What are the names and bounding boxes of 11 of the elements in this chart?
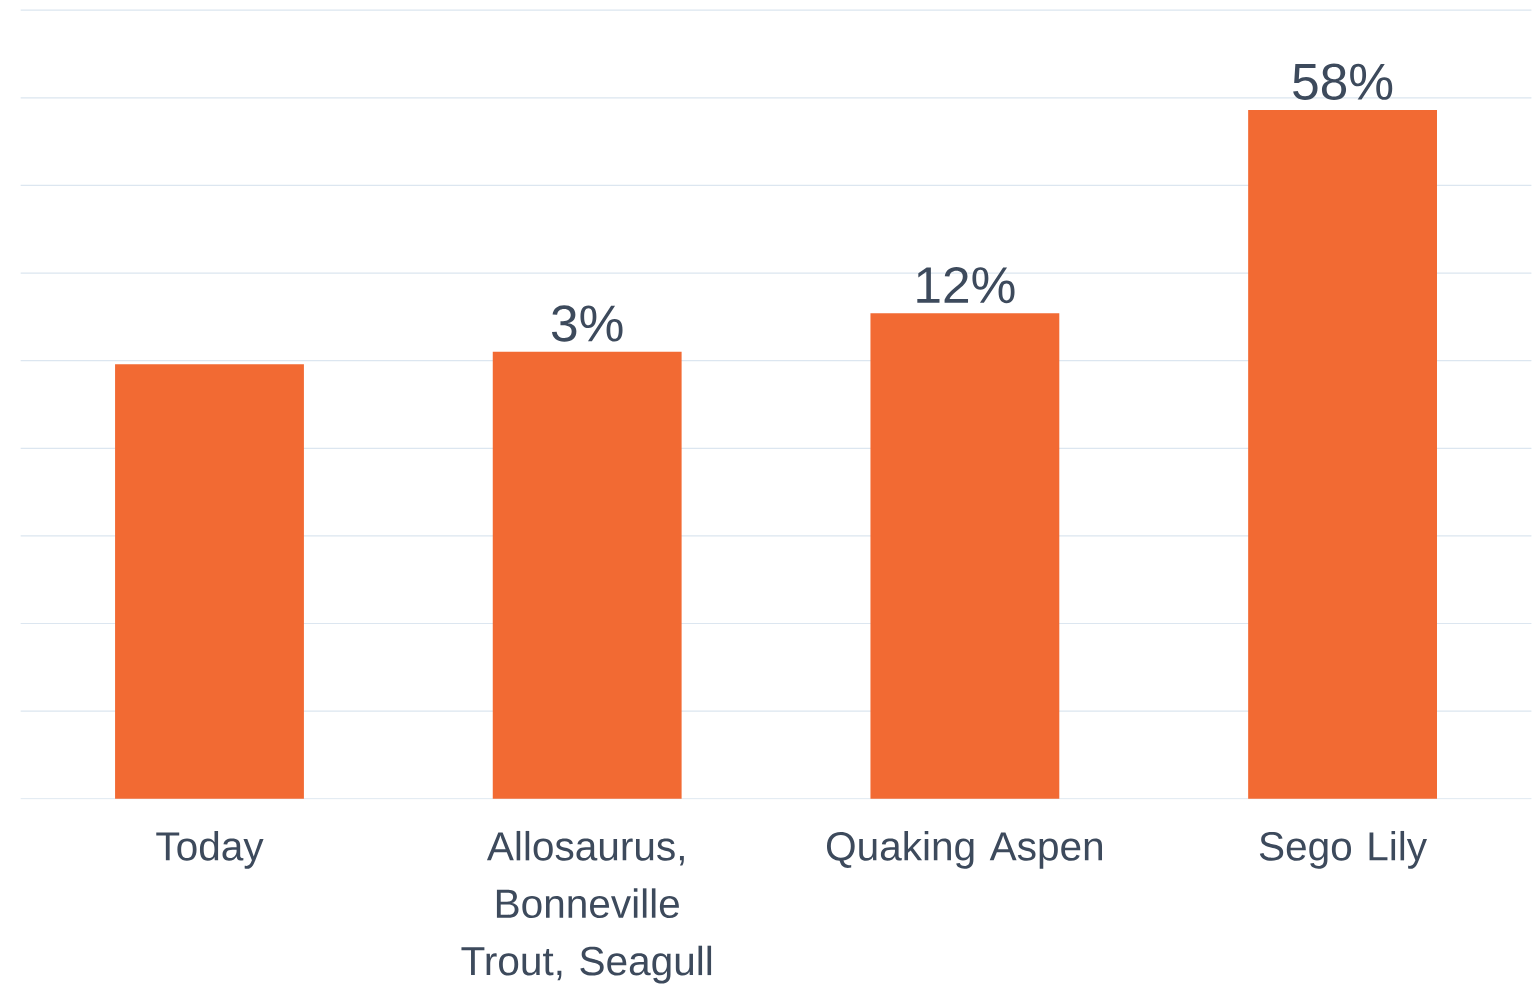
text: 58% — [1293, 63, 1393, 101]
x-tick-label: Quaking Aspen — [826, 831, 1103, 869]
bar — [115, 364, 304, 799]
annotation: 3% — [551, 305, 623, 342]
bar — [492, 351, 682, 799]
bar — [870, 313, 1060, 799]
x-tick-label: Today — [156, 831, 264, 869]
x-tick-label: Sego Lily — [1259, 831, 1428, 869]
bar — [1248, 110, 1437, 799]
x-tick-label: Allosaurus, Bonneville Trout, Seagull — [461, 831, 712, 984]
annotation: 12% — [917, 267, 1015, 304]
